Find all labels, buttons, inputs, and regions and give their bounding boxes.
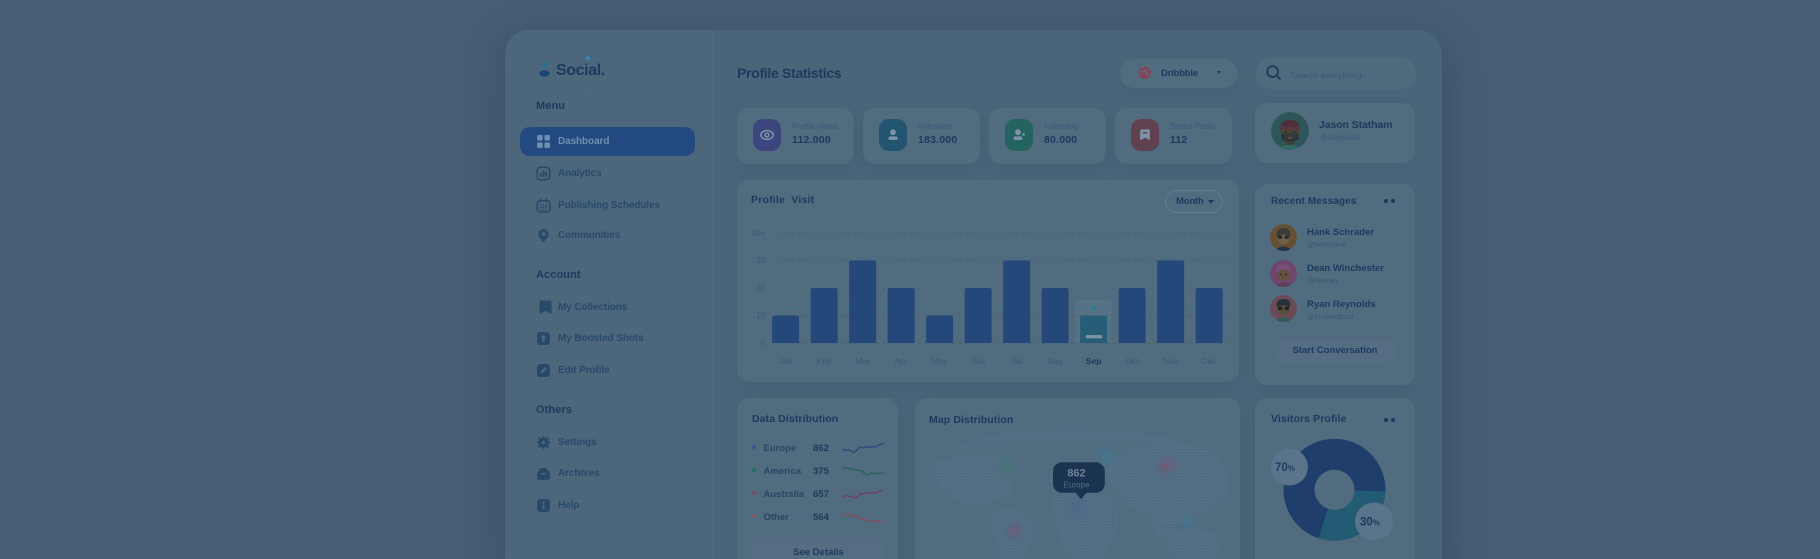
svg-text:Europe: Europe [1064, 481, 1090, 490]
svg-text:30: 30 [756, 256, 765, 265]
svg-text:Jul: Jul [1011, 356, 1022, 366]
svg-text:70%: 70% [1275, 462, 1295, 474]
svg-text:30%: 30% [1360, 517, 1380, 529]
svg-text:Dec: Dec [1202, 356, 1218, 366]
svg-text:0: 0 [761, 339, 766, 348]
svg-text:Jan: Jan [779, 356, 793, 366]
svg-text:Nov: Nov [1163, 356, 1179, 366]
svg-text:Feb: Feb [817, 356, 832, 366]
svg-text:Mar: Mar [855, 356, 870, 366]
svg-text:Sep: Sep [1086, 356, 1102, 366]
svg-text:Aug: Aug [1048, 356, 1063, 366]
svg-text:Apr: Apr [894, 356, 907, 366]
svg-text:10: 10 [756, 311, 765, 320]
svg-text:May: May [932, 356, 949, 366]
svg-text:Oct: Oct [1125, 356, 1139, 366]
svg-text:20: 20 [756, 284, 765, 293]
svg-text:862: 862 [1067, 468, 1085, 480]
svg-text:30+: 30+ [751, 229, 765, 238]
svg-text:Jun: Jun [971, 356, 985, 366]
